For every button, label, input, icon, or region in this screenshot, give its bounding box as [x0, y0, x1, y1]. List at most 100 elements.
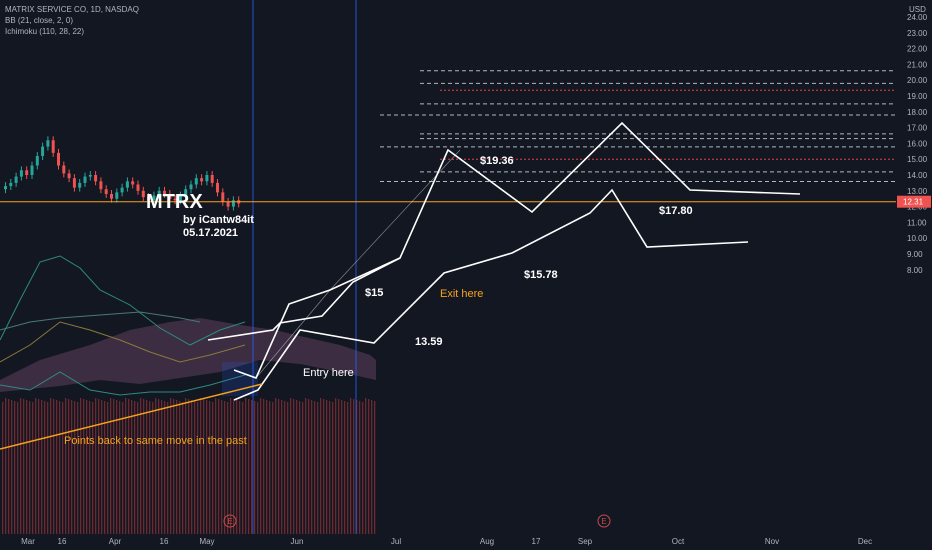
ichimoku-cloud [0, 311, 376, 392]
candle-body [210, 175, 214, 183]
indicator-legend: MATRIX SERVICE CO, 1D, NASDAQ BB (21, cl… [5, 4, 139, 37]
volume-bar [314, 401, 316, 534]
volume-bar [242, 402, 244, 534]
volume-bar [161, 400, 163, 534]
volume-bar [23, 399, 25, 534]
candle-body [125, 181, 129, 188]
volume-bar [353, 399, 355, 534]
volume-bar [263, 399, 265, 534]
volume-bar [65, 398, 67, 534]
bb-legend[interactable]: BB (21, close, 2, 0) [5, 16, 74, 25]
candle-body [110, 193, 113, 199]
volume-bar [128, 399, 130, 534]
volume-bar [251, 400, 253, 534]
time-tick-label: 16 [160, 537, 169, 546]
volume-bar [326, 400, 328, 534]
candle-body [131, 181, 135, 185]
volume-bar [176, 400, 178, 534]
candle-body [14, 176, 18, 183]
candle-body [163, 190, 166, 194]
volume-bar [374, 401, 376, 534]
price-tick-label: 8.00 [907, 266, 923, 275]
volume-bar [236, 400, 238, 534]
candle-body [147, 197, 151, 201]
volume-bar [335, 398, 337, 534]
time-tick-label: Dec [858, 537, 872, 546]
price-tick-label: 22.00 [907, 45, 928, 54]
volume-bar [158, 399, 160, 534]
volume-bar [233, 399, 235, 534]
volume-bar [89, 401, 91, 534]
candle-body [4, 186, 7, 190]
time-tick-label: 17 [532, 537, 541, 546]
volume-bar [197, 402, 199, 534]
volume-bar [203, 399, 205, 534]
candle-body [194, 178, 198, 185]
time-tick-label: Oct [672, 537, 685, 546]
volume-bar [80, 398, 82, 534]
volume-bar [245, 398, 247, 534]
volume-bar [284, 401, 286, 534]
volume-bar [5, 398, 7, 534]
volume-bar [311, 400, 313, 534]
volume-bar [257, 402, 259, 534]
bb-basis [0, 321, 246, 363]
volume-bar [104, 401, 106, 534]
volume-bar [275, 398, 277, 534]
volume-bar [95, 398, 97, 534]
candle-body [168, 193, 172, 199]
candle-body [216, 182, 219, 193]
candle-body [78, 182, 82, 188]
volume-bar [359, 401, 361, 534]
volume-bar [86, 400, 88, 534]
volume-bar [293, 399, 295, 534]
candle-body [83, 176, 87, 183]
volume-bar [302, 402, 304, 534]
volume-bar [200, 398, 202, 534]
volume-bar [83, 399, 85, 534]
volume-bar [317, 402, 319, 534]
time-tick-label: Mar [21, 537, 35, 546]
candle-body [46, 140, 50, 147]
bb-upper [0, 255, 246, 346]
candle-body [231, 200, 235, 207]
price-tick-label: 13.00 [907, 187, 928, 196]
candlesticks [4, 136, 241, 211]
volume-bar [44, 401, 46, 534]
volume-bar [320, 398, 322, 534]
earnings-marker [597, 514, 611, 528]
volume-bar [278, 399, 280, 534]
selection-zone [222, 362, 258, 396]
volume-bar [173, 399, 175, 534]
candle-body [173, 198, 177, 201]
currency-label: USD [909, 5, 926, 14]
symbol-legend[interactable]: MATRIX SERVICE CO, 1D, NASDAQ [5, 5, 139, 14]
label-15: $15 [365, 287, 383, 299]
volume-bar [59, 401, 61, 534]
volume-bar [62, 402, 64, 534]
volume-bar [77, 402, 79, 534]
volume-bar [110, 398, 112, 534]
earnings-marker-label: E [227, 517, 232, 526]
ichimoku-legend[interactable]: Ichimoku (110, 28, 22) [5, 27, 85, 36]
volume-bar [218, 399, 220, 534]
time-tick-label: Nov [765, 537, 779, 546]
price-tick-label: 14.00 [907, 171, 928, 180]
volume-bar [38, 399, 40, 534]
bb-lower [0, 371, 246, 396]
price-tick-label: 11.00 [907, 218, 927, 227]
volume-bar [143, 399, 145, 534]
time-axis[interactable]: Mar 16 Apr 16 May Jun Jul Aug 17 Sep Oct Nov Dec E E [0, 514, 932, 550]
volume-bar [287, 402, 289, 534]
time-tick-label: Apr [109, 537, 122, 546]
guide-line [329, 149, 461, 291]
candle-body [178, 195, 182, 201]
candle-body [141, 190, 145, 198]
candle-body [184, 189, 188, 196]
price-tick-label: 15.00 [907, 155, 928, 164]
price-level-lines [0, 70, 896, 203]
volume-bar [92, 402, 94, 534]
volume-bar [254, 401, 256, 534]
